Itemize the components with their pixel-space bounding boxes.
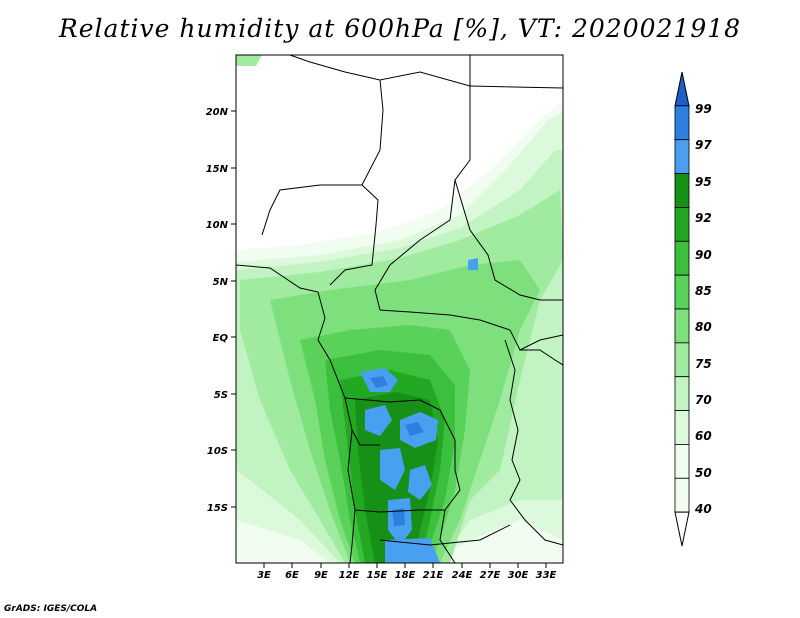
lon-label: 24E — [452, 570, 473, 581]
colorbar-segment — [674, 274, 690, 310]
latitude-axis: 20N 15N 10N 5N EQ 5S 10S 15S — [206, 107, 236, 514]
lon-label: 30E — [508, 570, 529, 581]
colorbar-label: 75 — [695, 357, 712, 371]
lon-label: 15E — [367, 570, 388, 581]
lat-label: 10N — [206, 220, 229, 231]
chart-title: Relative humidity at 600hPa [%], VT: 202… — [58, 14, 742, 43]
political-boundaries — [236, 55, 563, 563]
colorbar-label: 90 — [695, 248, 712, 262]
colorbar-segment — [674, 105, 690, 141]
lon-label: 12E — [339, 570, 360, 581]
colorbar-segment — [674, 410, 690, 445]
lon-label: 33E — [536, 570, 557, 581]
map-frame — [235, 54, 564, 564]
colorbar-segment — [674, 240, 690, 276]
colorbar-segment — [674, 308, 690, 344]
lat-label: 15N — [206, 164, 229, 175]
lat-label: 15S — [207, 503, 228, 514]
lon-label: 18E — [395, 570, 416, 581]
colorbar — [674, 71, 690, 547]
colorbar-arrow-top — [674, 71, 690, 107]
colorbar-arrow-bottom — [674, 511, 690, 547]
grads-credit: GrADS: IGES/COLA — [4, 604, 98, 614]
lon-label: 9E — [314, 570, 328, 581]
colorbar-label: 99 — [695, 102, 712, 116]
humidity-field — [236, 55, 563, 563]
colorbar-label: 97 — [695, 138, 712, 152]
colorbar-label: 80 — [695, 320, 712, 334]
colorbar-segment — [674, 444, 690, 479]
colorbar-segment — [674, 139, 690, 174]
colorbar-label: 95 — [695, 175, 712, 189]
lat-label: EQ — [213, 333, 229, 344]
lon-label: 6E — [285, 570, 299, 581]
colorbar-segment — [674, 376, 690, 411]
colorbar-label: 40 — [695, 502, 712, 516]
lon-label: 3E — [257, 570, 271, 581]
lat-label: 5N — [213, 277, 229, 288]
colorbar-segment — [674, 173, 690, 208]
colorbar-label: 85 — [695, 284, 712, 298]
colorbar-segment — [674, 207, 690, 242]
lon-label: 27E — [480, 570, 501, 581]
colorbar-label: 50 — [695, 466, 712, 480]
colorbar-label: 92 — [695, 211, 712, 225]
rh-field-corner — [236, 55, 262, 66]
colorbar-label: 70 — [695, 393, 712, 407]
lat-label: 5S — [214, 390, 228, 401]
lat-label: 20N — [206, 107, 229, 118]
colorbar-segment — [674, 342, 690, 378]
colorbar-segment — [674, 477, 690, 513]
lon-label: 21E — [423, 570, 444, 581]
lat-label: 10S — [207, 446, 228, 457]
longitude-axis: 3E 6E 9E 12E 15E 18E 21E 24E 27E 30E 33E — [257, 563, 557, 581]
rh-field-95 — [360, 258, 478, 563]
colorbar-label: 60 — [695, 429, 712, 443]
